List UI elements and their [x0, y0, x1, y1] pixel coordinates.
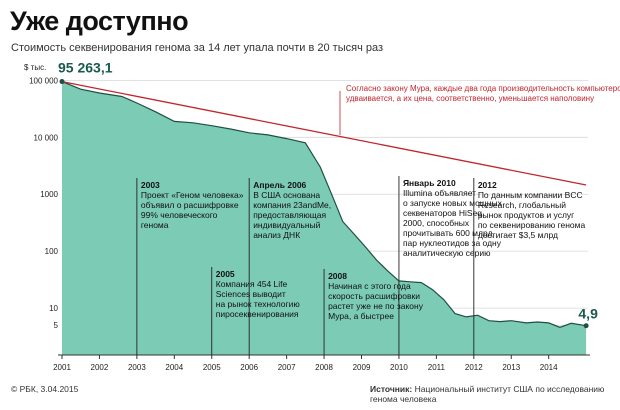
annotation-text: предоставляющая — [253, 210, 326, 220]
y-tick-label: 100 — [45, 247, 59, 256]
annotation-text: Компания 454 Life — [216, 279, 288, 289]
annotation-heading: Апрель 2006 — [253, 180, 306, 190]
x-tick-label: 2010 — [390, 363, 408, 372]
page-title: Уже доступно — [10, 6, 189, 36]
y-tick-label: 1000 — [40, 190, 58, 199]
x-tick-label: 2013 — [502, 363, 520, 372]
annotation-heading: 2005 — [216, 269, 235, 279]
annotation-text: достигает $3,5 млрд — [478, 230, 558, 240]
annotation-text: прочитывать 600 млрд — [403, 228, 493, 238]
moore-law-text: Согласно закону Мура, каждые два года пр… — [346, 84, 620, 93]
y-tick-label: 100 000 — [29, 76, 58, 85]
annotation-heading: Январь 2010 — [403, 178, 456, 188]
annotation-heading: 2003 — [141, 180, 160, 190]
copyright-note: © РБК, 3.04.2015 — [11, 384, 79, 394]
source-label: Источник: — [370, 384, 413, 394]
page-subtitle: Стоимость секвенирования генома за 14 ле… — [11, 42, 384, 54]
annotation-text: секвенаторов HiSeq — [403, 208, 482, 218]
y-axis-label: $ тыс. — [24, 63, 46, 72]
x-tick-label: 2009 — [353, 363, 371, 372]
moore-law-line — [61, 80, 587, 186]
annotation-text: растет уже не по закону — [328, 301, 424, 311]
annotation-text: объявил о расшифровке — [141, 200, 239, 210]
annotation-heading: 2008 — [328, 271, 347, 281]
x-tick-label: 2005 — [203, 363, 221, 372]
start-value-dot — [59, 79, 65, 85]
annotation-text: индивидуальный — [253, 220, 320, 230]
annotation-text: о запуске новых мощных — [403, 198, 503, 208]
annotation-text: Illumina объявляет — [403, 188, 476, 198]
source-text: Национальный институт США по исследовани… — [370, 384, 605, 404]
annotation-text: скорость расшифровки — [328, 291, 420, 301]
annotation-text: Research, глобальный — [478, 200, 566, 210]
y-tick-label: 5 — [54, 321, 59, 330]
annotation-text: генома — [141, 220, 169, 230]
y-tick-label: 10 — [49, 304, 58, 313]
end-value-label: 4,9 — [578, 306, 598, 322]
annotation-text: 2000, способных — [403, 218, 470, 228]
annotation-text: пиросеквенирования — [216, 309, 299, 319]
moore-law-text: удваивается, а их цена, соответственно, … — [346, 94, 594, 103]
x-tick-label: 2007 — [278, 363, 296, 372]
annotation-text: рынок продуктов и услуг — [478, 210, 574, 220]
source-note: Источник: Национальный институт США по и… — [370, 384, 620, 404]
cost-area — [62, 81, 587, 355]
annotation-text: По данным компании BCC — [478, 190, 583, 200]
annotation-text: 99% человеческого — [141, 210, 218, 220]
annotation-text: Проект «Геном человека» — [141, 190, 244, 200]
annotation-text: Sciences выводит — [216, 289, 286, 299]
end-value-dot — [583, 323, 589, 329]
x-tick-label: 2004 — [165, 363, 183, 372]
start-value-label: 95 263,1 — [58, 60, 113, 76]
x-tick-label: 2008 — [315, 363, 333, 372]
annotation-text: на рынок технологию — [216, 299, 301, 309]
cost-line — [61, 81, 587, 328]
annotation-text: Мура, а быстрее — [328, 311, 394, 321]
x-tick-label: 2014 — [540, 363, 558, 372]
annotation-text: В США основана — [253, 190, 320, 200]
x-tick-label: 2011 — [428, 363, 446, 372]
x-tick-label: 2003 — [128, 363, 146, 372]
x-tick-label: 2012 — [465, 363, 483, 372]
x-tick-label: 2006 — [240, 363, 258, 372]
annotation-text: Начиная с этого года — [328, 281, 411, 291]
x-tick-label: 2001 — [53, 363, 71, 372]
annotation-text: анализ ДНК — [253, 230, 300, 240]
x-tick-label: 2002 — [91, 363, 109, 372]
annotation-heading: 2012 — [478, 180, 497, 190]
annotation-text: пар нуклеотидов за одну — [403, 238, 502, 248]
annotation-text: по секвенированию генома — [478, 220, 586, 230]
y-tick-label: 10 000 — [34, 133, 59, 142]
annotation-text: компания 23andMe, — [253, 200, 331, 210]
annotation-text: аналитическую серию — [403, 248, 491, 258]
